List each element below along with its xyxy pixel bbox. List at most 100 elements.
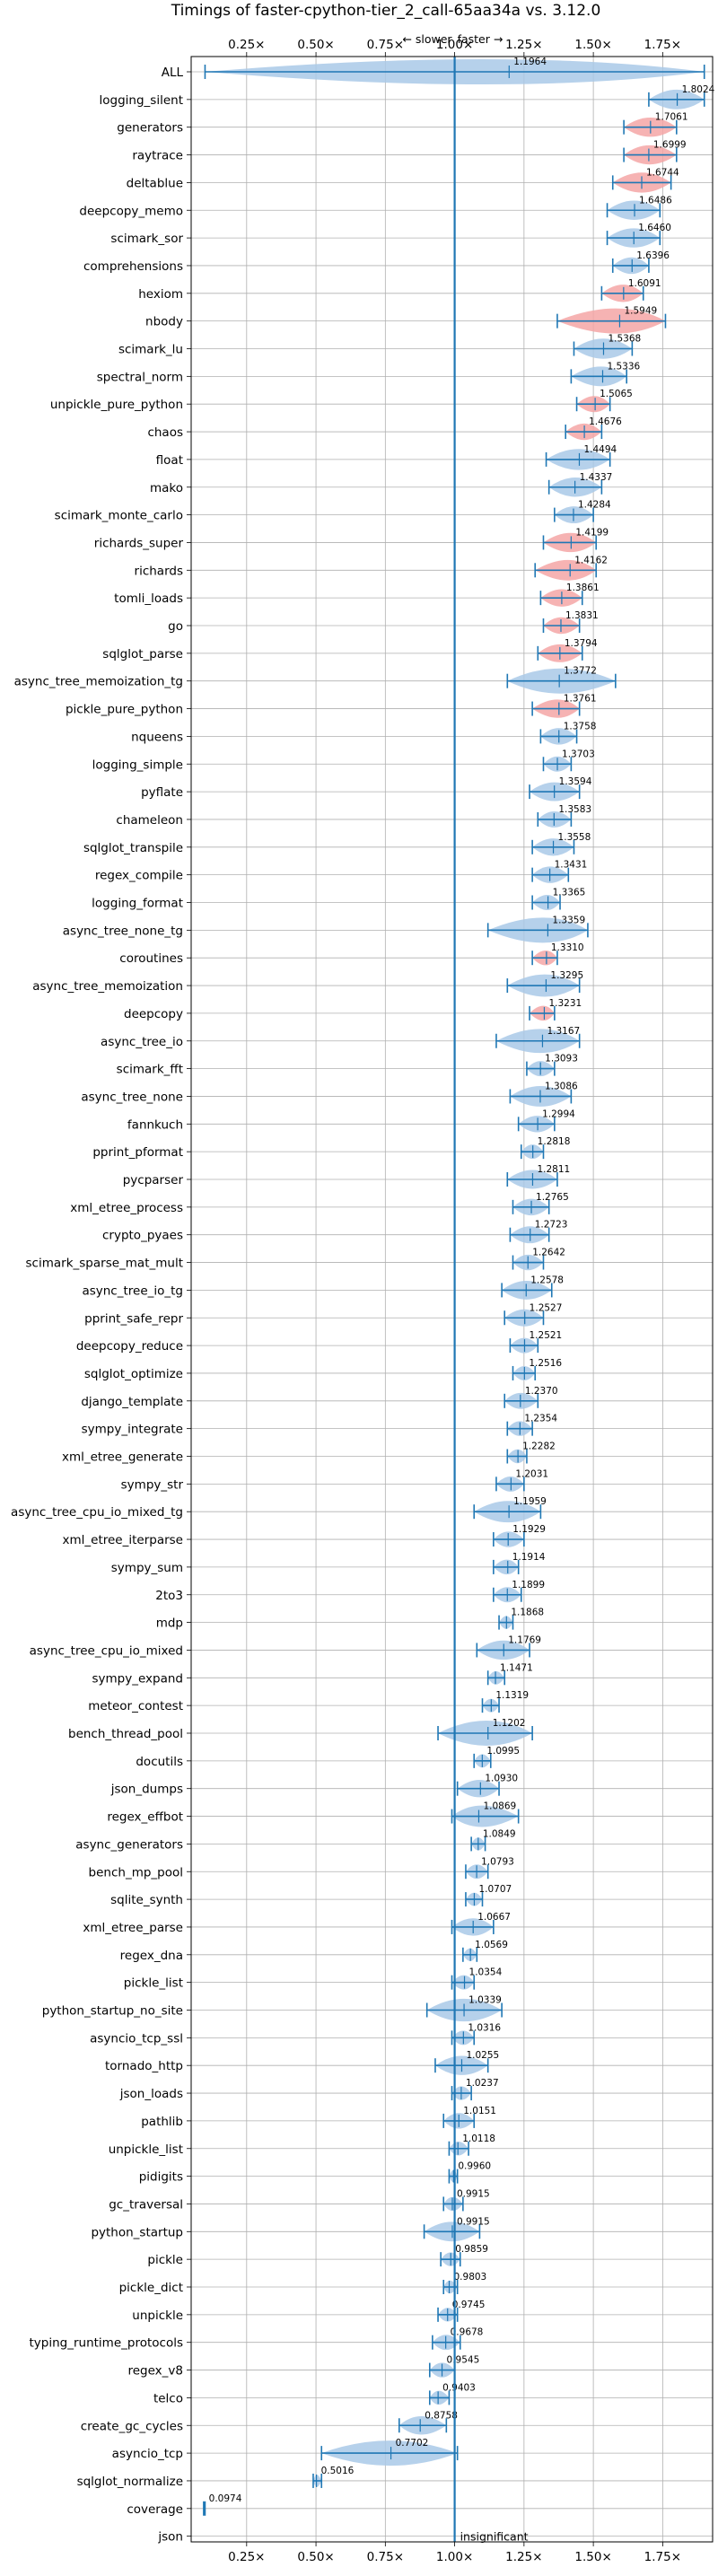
benchmark-violin: 1.1319: [481, 1690, 529, 1713]
benchmark-label: unpickle_pure_python: [50, 398, 183, 412]
chart-title: Timings of faster-cpython-tier_2_call-65…: [171, 2, 601, 20]
benchmark-label: scimark_sor: [110, 232, 183, 246]
value-label: 1.3583: [558, 804, 591, 815]
value-label: 1.0255: [466, 2050, 499, 2061]
benchmark-violin: 1.0930: [456, 1774, 518, 1798]
benchmark-violin: 1.2527: [503, 1302, 562, 1327]
benchmark-violin: 1.4162: [534, 555, 608, 581]
top-tick-label: 1.75×: [644, 38, 681, 52]
value-label: 1.1319: [495, 1690, 529, 1701]
benchmark-violin: 0.9745: [437, 2300, 486, 2322]
benchmark-violin: 1.2354: [506, 1414, 557, 1436]
benchmark-violin: 1.3703: [542, 749, 595, 772]
value-label: 1.3558: [558, 832, 591, 843]
benchmark-label: asyncio_tcp_ssl: [90, 2031, 183, 2046]
benchmark-label: unpickle: [132, 2309, 183, 2323]
value-label: 0.9915: [457, 2188, 490, 2199]
benchmark-violin: 0.9403: [428, 2382, 476, 2405]
value-label: 1.3093: [545, 1054, 578, 1065]
benchmark-label: async_generators: [75, 1837, 183, 1852]
benchmark-label: richards_super: [94, 536, 184, 550]
value-label: 1.0995: [486, 1746, 520, 1757]
benchmark-violin: 1.3295: [506, 970, 583, 997]
benchmark-label: mdp: [156, 1617, 183, 1631]
benchmark-label: xml_etree_process: [70, 1201, 183, 1215]
benchmark-label: logging_silent: [100, 93, 183, 108]
value-label: 1.1929: [512, 1524, 546, 1535]
benchmark-label: python_startup: [91, 2225, 183, 2239]
benchmark-violin: 1.0151: [442, 2106, 496, 2129]
benchmark-label: pyflate: [141, 785, 183, 800]
benchmark-label: pathlib: [141, 2115, 183, 2129]
value-label: 1.3231: [548, 998, 582, 1009]
benchmark-label: create_gc_cycles: [81, 2419, 183, 2433]
value-label: 1.2578: [530, 1275, 564, 1285]
benchmark-label: chameleon: [116, 813, 183, 828]
benchmark-label: regex_compile: [95, 869, 183, 883]
benchmark-violin: 1.2811: [506, 1164, 570, 1189]
value-label: 1.5065: [600, 389, 633, 399]
value-label: 1.2994: [542, 1108, 575, 1119]
benchmark-label: sqlglot_normalize: [77, 2475, 183, 2489]
benchmark-violin: 1.0237: [451, 2078, 499, 2101]
value-label: 1.3794: [565, 638, 598, 649]
benchmark-violin: 1.4284: [554, 500, 611, 524]
benchmark-label: async_tree_memoization: [32, 979, 183, 994]
benchmark-label: sympy_sum: [111, 1561, 183, 1575]
value-label: 1.0707: [478, 1884, 512, 1895]
value-label: 1.4162: [574, 555, 608, 565]
benchmark-violin: 1.3831: [542, 610, 599, 635]
value-label: 1.3365: [553, 888, 586, 898]
value-label: 1.1769: [508, 1634, 541, 1645]
benchmark-violin: 1.2521: [509, 1330, 562, 1354]
benchmark-label: pickle_list: [124, 1976, 183, 1991]
benchmark-violin: 0.9859: [440, 2244, 488, 2267]
benchmark-label: python_startup_no_site: [42, 2004, 183, 2019]
benchmark-label: async_tree_none_tg: [63, 924, 183, 938]
benchmark-violin: 1.2642: [512, 1248, 565, 1271]
benchmark-label: async_tree_cpu_io_mixed_tg: [11, 1505, 183, 1520]
benchmark-label: json: [157, 2530, 183, 2545]
value-label: 1.0667: [477, 1912, 511, 1923]
benchmark-violin: 1.3558: [531, 832, 591, 856]
value-label: 1.4494: [583, 444, 617, 455]
value-label: 1.3310: [551, 942, 584, 953]
benchmark-label: deepcopy_reduce: [76, 1339, 183, 1354]
plot-frame: [190, 56, 714, 2543]
value-label: 1.1471: [500, 1662, 533, 1673]
value-label: 1.0569: [475, 1940, 508, 1950]
benchmark-label: chaos: [147, 425, 183, 440]
value-label: 1.2354: [524, 1414, 557, 1424]
bottom-tick-label: 1.25×: [505, 2550, 542, 2564]
benchmark-violin: 0.8758: [398, 2410, 458, 2435]
benchmark-label: pickle_pure_python: [66, 703, 183, 717]
top-tick-label: 0.75×: [367, 38, 404, 52]
benchmark-label: async_tree_io: [101, 1035, 183, 1049]
benchmark-rows: ALL 1.1964 logging_silent 1.8024 generators 1…: [11, 57, 715, 2545]
value-label: 1.3594: [559, 776, 592, 787]
benchmark-violin: 1.0316: [451, 2022, 501, 2046]
benchmark-label: sympy_expand: [92, 1671, 183, 1686]
benchmark-label: spectral_norm: [97, 370, 183, 384]
value-label: 1.2516: [529, 1358, 562, 1369]
value-label: 0.9745: [452, 2300, 486, 2310]
value-label: 1.1202: [493, 1718, 526, 1729]
benchmark-violin: 1.3365: [531, 888, 586, 910]
value-label: 1.1899: [512, 1580, 545, 1590]
value-label: 1.4337: [580, 472, 613, 483]
benchmark-label: json_loads: [119, 2087, 183, 2101]
value-label: 1.3295: [550, 970, 583, 981]
benchmark-violin: 1.2282: [506, 1441, 556, 1464]
benchmark-violin: 0.9678: [432, 2327, 483, 2351]
value-label: 1.0849: [483, 1828, 516, 1839]
benchmark-violin: 1.2723: [509, 1220, 567, 1244]
value-label: 1.5336: [607, 361, 640, 372]
benchmark-violin: 1.3761: [531, 694, 597, 718]
value-label: 1.1868: [511, 1608, 544, 1618]
benchmark-violin: 1.4494: [545, 444, 617, 470]
benchmark-label: bench_thread_pool: [68, 1727, 183, 1741]
benchmark-label: raytrace: [132, 149, 183, 163]
benchmark-violin: 1.0869: [451, 1801, 520, 1827]
top-tick-label: 1.25×: [505, 38, 542, 52]
benchmark-violin: 1.6486: [606, 195, 672, 220]
